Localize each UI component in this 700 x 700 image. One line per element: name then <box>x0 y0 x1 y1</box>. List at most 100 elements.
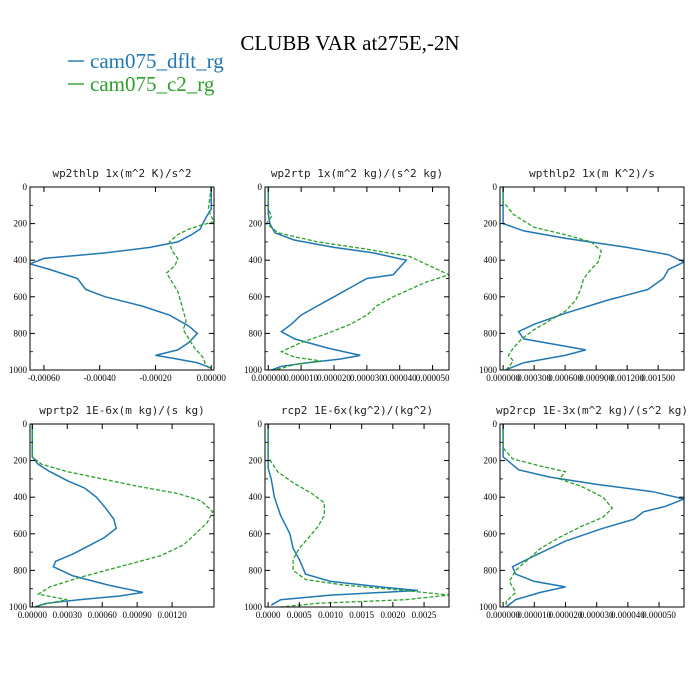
x-tick-label: 0.00120 <box>157 610 187 620</box>
y-tick-label: 0 <box>23 182 28 192</box>
x-tick-label: 0.000300 <box>517 373 551 383</box>
x-tick-label: 0.000000 <box>486 373 520 383</box>
x-tick-label: 0.000010 <box>517 610 551 620</box>
x-tick-label: 0.000050 <box>642 610 676 620</box>
y-tick-label: 600 <box>14 529 28 539</box>
plot-frame <box>29 423 215 608</box>
legend-label-dflt: cam075_dflt_rg <box>90 49 224 73</box>
y-tick-label: 200 <box>249 219 263 229</box>
y-tick-label: 200 <box>484 456 498 466</box>
series-line-c2 <box>31 424 214 607</box>
y-tick-label: 200 <box>14 219 28 229</box>
series-line-c2 <box>165 187 214 370</box>
y-tick-label: 0 <box>493 419 498 429</box>
x-tick-label: 0.00090 <box>123 610 153 620</box>
y-tick-label: 600 <box>484 292 498 302</box>
series-line-dflt <box>31 424 144 607</box>
panel-2: wp2rtp 1x(m^2 kg)/(s^2 kg) 0 200 400 600 800 1… <box>244 167 450 383</box>
y-tick-label: 800 <box>484 565 498 575</box>
plot-frame <box>264 423 450 608</box>
x-tick-label: 0.0015 <box>349 610 374 620</box>
series-line-dflt <box>502 424 684 607</box>
x-tick-label: 0.0020 <box>380 610 405 620</box>
y-tick-label: 600 <box>249 292 263 302</box>
x-tick-label: 0.0025 <box>412 610 437 620</box>
y-tick-label: 1000 <box>244 602 263 612</box>
x-tick-label: 0.000010 <box>284 373 318 383</box>
x-tick-label: 0.000050 <box>416 373 450 383</box>
x-tick-label: 0.000000 <box>486 610 520 620</box>
figure-title: CLUBB VAR at275E,-2N <box>240 31 459 55</box>
y-tick-label: 1000 <box>244 365 263 375</box>
y-tick-label: 1000 <box>479 365 498 375</box>
panel-title: wp2thlp 1x(m^2 K)/s^2 <box>52 167 191 180</box>
panel-1: wp2thlp 1x(m^2 K)/s^202004006008001000-0… <box>9 167 226 383</box>
panel-6: wp2rcp 1E-3x(m^2 kg)/(s^2 kg) 0 200 400 600 8… <box>479 404 688 620</box>
y-tick-label: 200 <box>484 219 498 229</box>
series-line-dflt <box>267 187 408 370</box>
y-tick-label: 200 <box>14 456 28 466</box>
series-line-dflt <box>267 424 418 606</box>
plot-frame <box>29 186 215 371</box>
series-line-dflt <box>30 187 212 369</box>
panel-title: wprtp2 1E-6x(m kg)/(s kg) <box>39 404 205 417</box>
x-tick-label: 0.0000 <box>256 610 281 620</box>
x-tick-label: 0.000600 <box>548 373 582 383</box>
y-tick-label: 1000 <box>9 365 28 375</box>
y-tick-label: 800 <box>249 328 263 338</box>
legend-label-c2: cam075_c2_rg <box>90 72 215 96</box>
series-line-c2 <box>502 187 603 370</box>
y-tick-label: 400 <box>14 492 28 502</box>
x-tick-label: 0.00030 <box>53 610 83 620</box>
x-tick-label: -0.00060 <box>28 373 61 383</box>
y-tick-label: 600 <box>249 529 263 539</box>
y-tick-label: 600 <box>14 292 28 302</box>
plot-frame <box>264 186 450 371</box>
x-tick-label: 0.00000 <box>18 610 48 620</box>
y-tick-label: 600 <box>484 529 498 539</box>
plot-frame <box>499 186 685 371</box>
x-tick-label: 0.000020 <box>317 373 351 383</box>
x-tick-label: 0.000030 <box>350 373 384 383</box>
x-tick-label: 0.000000 <box>251 373 285 383</box>
x-tick-label: 0.001200 <box>610 373 644 383</box>
y-tick-label: 1000 <box>9 602 28 612</box>
panel-title: wpthlp2 1x(m K^2)/s <box>529 167 655 180</box>
y-tick-label: 0 <box>493 182 498 192</box>
x-tick-label: 0.00060 <box>88 610 118 620</box>
y-tick-label: 400 <box>484 255 498 265</box>
y-tick-label: 400 <box>14 255 28 265</box>
x-tick-label: 0.001500 <box>641 373 675 383</box>
x-tick-label: 0.000030 <box>580 610 614 620</box>
y-tick-label: 800 <box>484 328 498 338</box>
panel-3: wpthlp2 1x(m K^2)/s020040060080010000.00… <box>479 167 685 383</box>
y-tick-label: 0 <box>258 182 263 192</box>
y-tick-label: 0 <box>23 419 28 429</box>
y-tick-label: 1000 <box>479 602 498 612</box>
panel-title: wp2rcp 1E-3x(m^2 kg)/(s^2 kg) <box>496 404 688 417</box>
x-tick-label: 0.00000 <box>197 373 227 383</box>
legend: cam075_dflt_rg cam075_c2_rg <box>68 49 224 96</box>
y-tick-label: 800 <box>14 328 28 338</box>
panel-title: wp2rtp 1x(m^2 kg)/(s^2 kg) <box>271 167 443 180</box>
y-tick-label: 0 <box>258 419 263 429</box>
y-tick-label: 400 <box>249 492 263 502</box>
series-line-c2 <box>502 424 614 607</box>
x-tick-label: 0.0010 <box>318 610 343 620</box>
y-tick-label: 400 <box>249 255 263 265</box>
panel-title: rcp2 1E-6x(kg^2)/(kg^2) <box>281 404 433 417</box>
panel-4: wprtp2 1E-6x(m kg)/(s kg) 0 200 400 600 800 10… <box>9 404 215 620</box>
x-tick-label: -0.00020 <box>139 373 172 383</box>
x-tick-label: 0.000020 <box>549 610 583 620</box>
y-tick-label: 200 <box>249 456 263 466</box>
x-tick-label: 0.000040 <box>611 610 645 620</box>
panel-5: rcp2 1E-6x(kg^2)/(kg^2) 0 200 400 600 800 1000… <box>244 404 450 620</box>
x-tick-label: 0.000900 <box>579 373 613 383</box>
y-tick-label: 800 <box>14 565 28 575</box>
x-tick-label: 0.0005 <box>287 610 312 620</box>
panels: wp2thlp 1x(m^2 K)/s^202004006008001000-0… <box>9 167 688 620</box>
y-tick-label: 400 <box>484 492 498 502</box>
series-line-c2 <box>265 187 449 370</box>
series-line-dflt <box>502 187 684 370</box>
